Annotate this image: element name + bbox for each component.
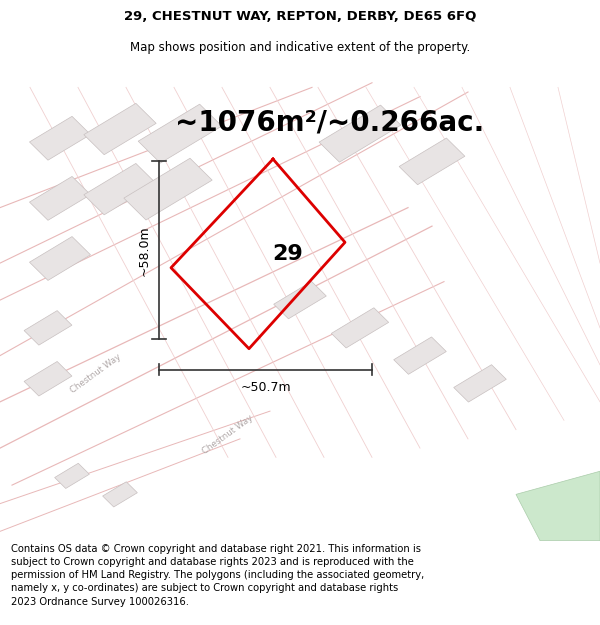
Text: Chestnut Way: Chestnut Way	[201, 413, 255, 456]
Text: Chestnut Way: Chestnut Way	[69, 352, 123, 396]
Polygon shape	[138, 104, 222, 163]
Polygon shape	[274, 281, 326, 319]
Polygon shape	[24, 311, 72, 345]
Text: ~1076m²/~0.266ac.: ~1076m²/~0.266ac.	[175, 108, 485, 136]
Text: Map shows position and indicative extent of the property.: Map shows position and indicative extent…	[130, 41, 470, 54]
Text: ~58.0m: ~58.0m	[137, 225, 151, 276]
Polygon shape	[394, 337, 446, 374]
Polygon shape	[124, 158, 212, 220]
Polygon shape	[24, 361, 72, 396]
Polygon shape	[55, 463, 89, 489]
Polygon shape	[29, 176, 91, 220]
Polygon shape	[454, 365, 506, 402]
Polygon shape	[29, 116, 91, 160]
Polygon shape	[103, 482, 137, 507]
Polygon shape	[399, 138, 465, 185]
Polygon shape	[84, 164, 156, 215]
Polygon shape	[516, 471, 600, 541]
Polygon shape	[319, 105, 401, 162]
Polygon shape	[84, 103, 156, 154]
Text: ~50.7m: ~50.7m	[240, 381, 291, 394]
Polygon shape	[331, 308, 389, 348]
Polygon shape	[29, 237, 91, 281]
Text: 29, CHESTNUT WAY, REPTON, DERBY, DE65 6FQ: 29, CHESTNUT WAY, REPTON, DERBY, DE65 6F…	[124, 10, 476, 23]
Text: 29: 29	[272, 244, 304, 264]
Text: Contains OS data © Crown copyright and database right 2021. This information is
: Contains OS data © Crown copyright and d…	[11, 544, 424, 606]
